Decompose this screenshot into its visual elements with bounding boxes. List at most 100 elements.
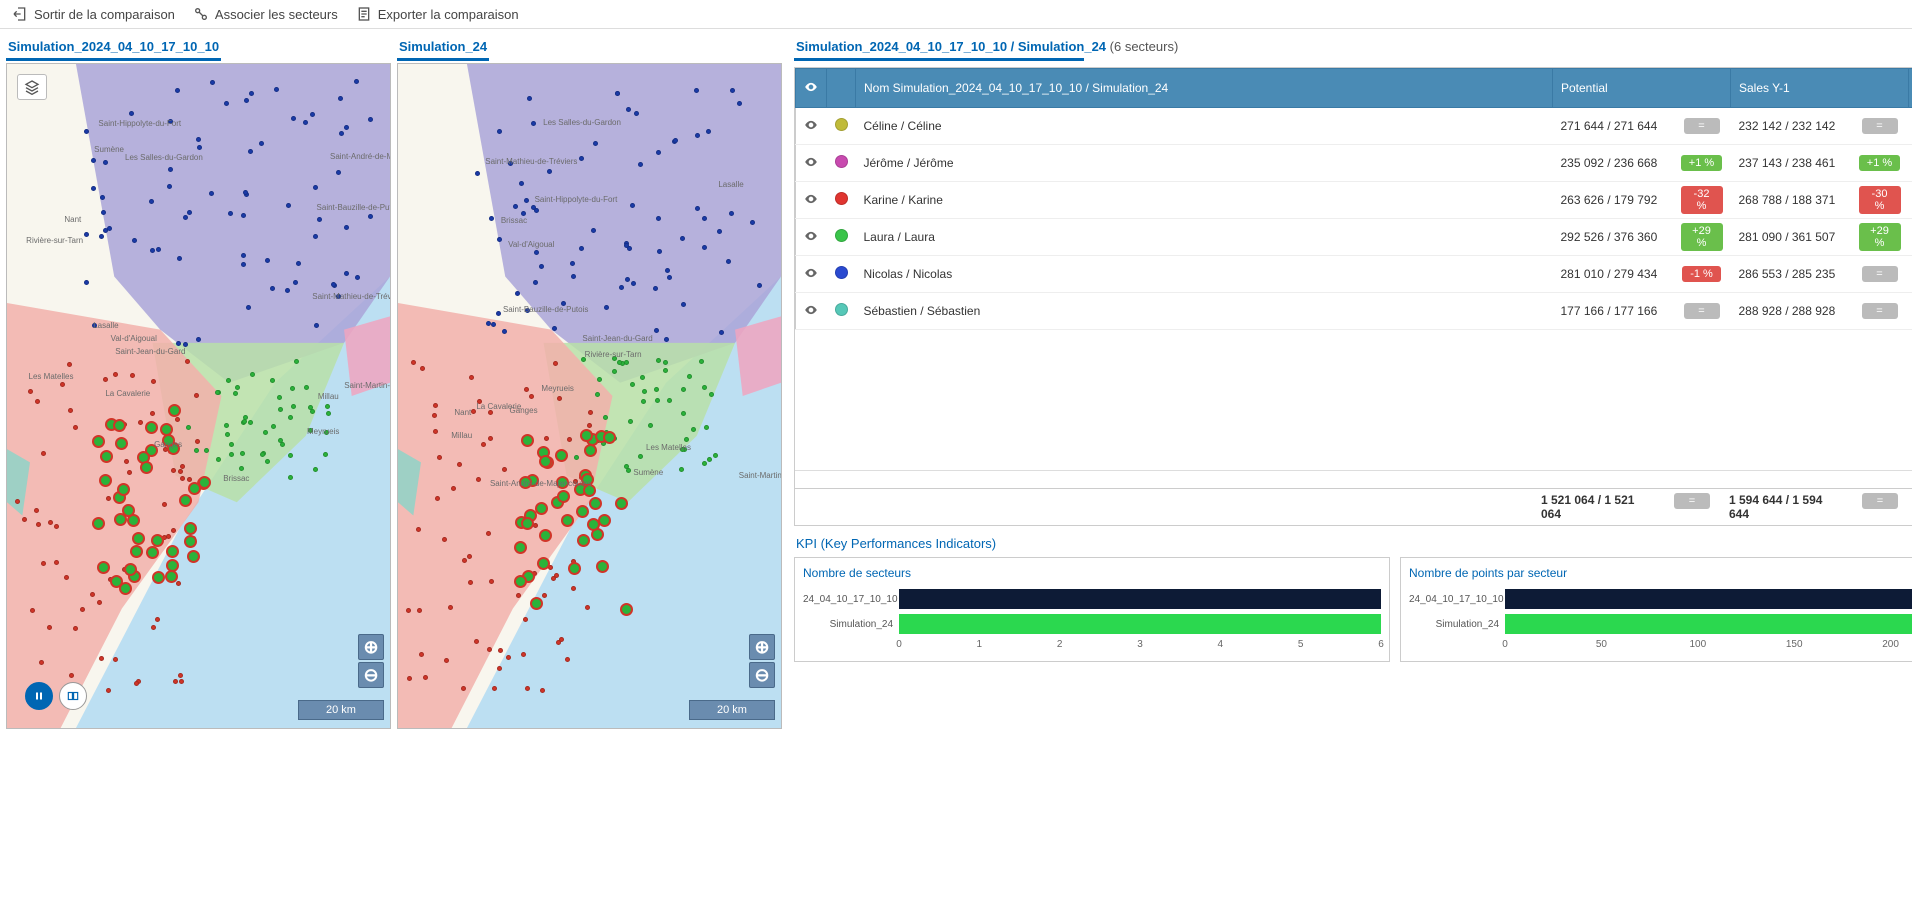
table-row[interactable]: Sébastien / Sébastien 177 166 / 177 166 … [796,293,1912,330]
row-potential-badge: -32 % [1673,182,1731,219]
map-title-right: Simulation_24 [397,33,489,61]
row-potential: 281 010 / 279 434 [1553,256,1673,293]
row-name: Laura / Laura [856,219,1553,256]
col-potential[interactable]: Potential [1553,69,1731,108]
link-icon [193,6,209,22]
row-sales: 268 788 / 188 371 [1731,182,1851,219]
total-sales: 1 594 644 / 1 594 644 [1721,489,1851,525]
totals-row: 1 521 064 / 1 521 064 = 1 594 644 / 1 59… [794,489,1912,526]
table-hscroll[interactable] [795,470,1912,488]
row-color [827,256,856,293]
row-sales: 286 553 / 285 235 [1731,256,1851,293]
row-potential: 271 644 / 271 644 [1553,108,1673,145]
table-row[interactable]: Laura / Laura 292 526 / 376 360 +29 % 28… [796,219,1912,256]
row-sales-badge: = [1851,256,1909,293]
kpi-row: Nombre de secteurs 24_04_10_17_10_10Simu… [794,557,1912,662]
row-sales-badge: = [1851,293,1909,330]
table-row[interactable]: Nicolas / Nicolas 281 010 / 279 434 -1 %… [796,256,1912,293]
comparison-title: Simulation_2024_04_10_17_10_10 / Simulat… [794,33,1180,58]
row-visit: 6 539 / 6 574 [1909,145,1912,182]
table-row[interactable]: Karine / Karine 263 626 / 179 792 -32 % … [796,182,1912,219]
scale-bar-right: 20 km [689,700,775,720]
row-color [827,182,856,219]
row-name: Sébastien / Sébastien [856,293,1553,330]
visibility-toggle[interactable] [796,256,827,293]
row-potential: 177 166 / 177 166 [1553,293,1673,330]
row-sales-badge: +1 % [1851,145,1909,182]
row-sales: 237 143 / 238 461 [1731,145,1851,182]
main-layout: Simulation_2024_04_10_17_10_10 ⊕ ⊖ 20 km… [0,29,1912,733]
kpi-chart-points: Nombre de points par secteur 24_04_10_17… [1400,557,1912,662]
row-potential: 263 626 / 179 792 [1553,182,1673,219]
table-row[interactable]: Céline / Céline 271 644 / 271 644 = 232 … [796,108,1912,145]
comparison-table: Nom Simulation_2024_04_10_17_10_10 / Sim… [794,67,1912,489]
row-visit: 5 542 / 5 507 [1909,256,1912,293]
kpi-chart2-title: Nombre de points par secteur [1409,566,1912,580]
map-canvas-right[interactable]: ⊕ ⊖ 20 km MillauRivière-sur-TarnMeyrueis… [397,63,782,729]
exit-icon [12,6,28,22]
row-sales: 288 928 / 288 928 [1731,293,1851,330]
export-comparison-button[interactable]: Exporter la comparaison [356,6,519,22]
row-sales-badge: +29 % [1851,219,1909,256]
kpi-title: KPI (Key Performances Indicators) [794,526,1912,557]
col-sales[interactable]: Sales Y-1 [1731,69,1909,108]
map-canvas-left[interactable]: ⊕ ⊖ 20 km MillauRivière-sur-TarnMeyrueis… [6,63,391,729]
visibility-toggle[interactable] [796,293,827,330]
row-name: Céline / Céline [856,108,1553,145]
zoom-out-button[interactable]: ⊖ [358,662,384,688]
row-color [827,145,856,182]
pause-button[interactable] [25,682,53,710]
row-potential-badge: = [1673,293,1731,330]
export-icon [356,6,372,22]
row-visit: 6 022 / 6 022 [1909,108,1912,145]
row-potential: 235 092 / 236 668 [1553,145,1673,182]
row-potential-badge: +1 % [1673,145,1731,182]
scale-bar-left: 20 km [298,700,384,720]
map-title-left: Simulation_2024_04_10_17_10_10 [6,33,221,61]
zoom-controls-right: ⊕ ⊖ [749,634,775,688]
visibility-toggle[interactable] [796,108,827,145]
col-name[interactable]: Nom Simulation_2024_04_10_17_10_10 / Sim… [856,69,1553,108]
kpi-chart1-title: Nombre de secteurs [803,566,1381,580]
visibility-toggle[interactable] [796,182,827,219]
sync-button[interactable] [59,682,87,710]
zoom-in-button[interactable]: ⊕ [358,634,384,660]
row-visit: 5 830 / 5 830 [1909,293,1912,330]
zoom-out-button[interactable]: ⊖ [749,662,775,688]
col-visit[interactable]: Visit duration [1909,69,1912,108]
row-name: Karine / Karine [856,182,1553,219]
map-panel-left: Simulation_2024_04_10_17_10_10 ⊕ ⊖ 20 km… [6,33,391,729]
right-panel: Simulation_2024_04_10_17_10_10 / Simulat… [788,29,1912,733]
zoom-in-button[interactable]: ⊕ [749,634,775,660]
row-potential-badge: -1 % [1673,256,1731,293]
row-sales: 232 142 / 232 142 [1731,108,1851,145]
col-visibility[interactable] [796,69,827,108]
visibility-toggle[interactable] [796,219,827,256]
row-sales-badge: = [1851,108,1909,145]
toolbar: Sortir de la comparaison Associer les se… [0,0,1912,29]
table-row[interactable]: Jérôme / Jérôme 235 092 / 236 668 +1 % 2… [796,145,1912,182]
row-sales: 281 090 / 361 507 [1731,219,1851,256]
total-potential: 1 521 064 / 1 521 064 [1533,489,1663,525]
layers-button[interactable] [17,74,47,100]
exit-comparison-button[interactable]: Sortir de la comparaison [12,6,175,22]
right-header: Simulation_2024_04_10_17_10_10 / Simulat… [794,33,1912,58]
row-color [827,219,856,256]
row-potential: 292 526 / 376 360 [1553,219,1673,256]
export-label: Exporter la comparaison [378,7,519,22]
exit-label: Sortir de la comparaison [34,7,175,22]
visibility-toggle[interactable] [796,145,827,182]
row-potential-badge: = [1673,108,1731,145]
col-color [827,69,856,108]
row-visit: 5 993 / 4 439 [1909,182,1912,219]
row-color [827,108,856,145]
play-controls [25,682,87,710]
maps-column: Simulation_2024_04_10_17_10_10 ⊕ ⊖ 20 km… [0,29,788,733]
row-name: Jérôme / Jérôme [856,145,1553,182]
row-name: Nicolas / Nicolas [856,256,1553,293]
associate-sectors-button[interactable]: Associer les secteurs [193,6,338,22]
row-potential-badge: +29 % [1673,219,1731,256]
associate-label: Associer les secteurs [215,7,338,22]
kpi-chart-sectors: Nombre de secteurs 24_04_10_17_10_10Simu… [794,557,1390,662]
row-color [827,293,856,330]
